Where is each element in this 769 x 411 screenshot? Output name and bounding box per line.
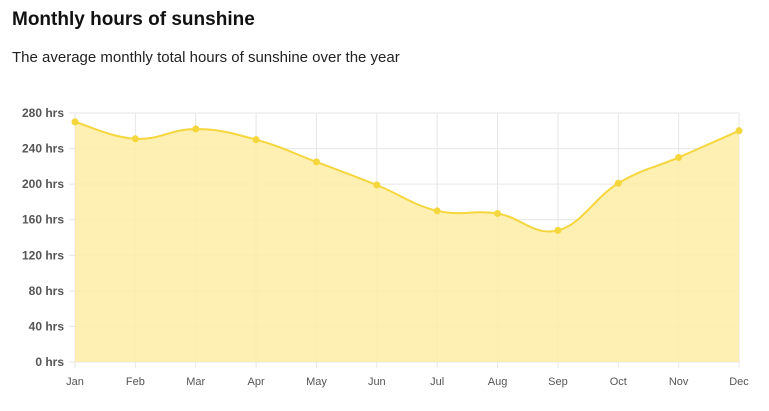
- x-tick-label: Jun: [368, 376, 386, 388]
- sunshine-area-fill: [75, 121, 739, 363]
- data-point-mar: [192, 125, 200, 133]
- data-point-oct: [614, 179, 622, 187]
- data-point-may: [312, 158, 320, 166]
- y-tick-label: 240 hrs: [22, 142, 64, 156]
- y-tick-label: 280 hrs: [22, 106, 64, 120]
- data-point-aug: [494, 209, 502, 217]
- data-point-dec: [735, 127, 743, 135]
- x-tick-label: Feb: [126, 376, 145, 388]
- x-tick-label: Mar: [186, 376, 205, 388]
- data-point-apr: [252, 136, 260, 144]
- y-tick-label: 0 hrs: [35, 355, 64, 369]
- x-tick-label: May: [306, 376, 327, 388]
- y-tick-label: 40 hrs: [29, 319, 65, 333]
- data-point-nov: [675, 153, 683, 161]
- x-tick-label: Jul: [430, 376, 444, 388]
- x-tick-label: Dec: [729, 376, 749, 388]
- y-tick-label: 200 hrs: [22, 177, 64, 191]
- x-tick-label: Sep: [548, 376, 568, 388]
- y-tick-label: 160 hrs: [22, 213, 64, 227]
- chart-subtitle: The average monthly total hours of sunsh…: [12, 49, 400, 66]
- data-point-sep: [554, 226, 562, 234]
- data-point-jun: [373, 181, 381, 189]
- x-tick-label: Oct: [610, 376, 627, 388]
- x-tick-label: Aug: [488, 376, 508, 388]
- y-tick-label: 80 hrs: [29, 284, 65, 298]
- data-point-jul: [433, 207, 441, 215]
- data-point-jan: [71, 118, 79, 126]
- data-point-feb: [131, 135, 139, 143]
- x-tick-label: Jan: [66, 376, 84, 388]
- x-tick-label: Nov: [669, 376, 689, 388]
- x-tick-label: Apr: [248, 376, 265, 388]
- chart-title: Monthly hours of sunshine: [12, 9, 255, 30]
- y-tick-label: 120 hrs: [22, 248, 64, 262]
